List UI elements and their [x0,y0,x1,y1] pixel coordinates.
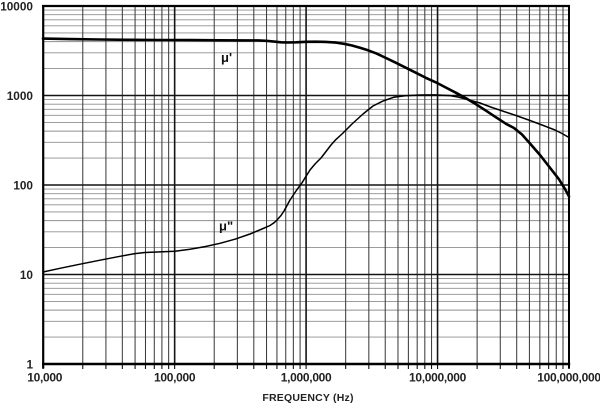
svg-text:10,000: 10,000 [27,371,63,385]
svg-text:100: 100 [13,179,33,193]
svg-text:μ": μ" [219,219,233,234]
svg-text:1,000,000: 1,000,000 [281,371,332,385]
svg-text:10: 10 [20,268,34,282]
svg-text:100,000: 100,000 [154,371,196,385]
svg-text:1000: 1000 [7,89,34,103]
svg-text:μ': μ' [221,50,232,65]
svg-text:FREQUENCY (Hz): FREQUENCY (Hz) [262,392,353,404]
svg-text:1: 1 [26,358,33,372]
svg-text:10000: 10000 [0,0,33,14]
svg-text:100,000,000: 100,000,000 [537,371,600,385]
svg-text:10,000,000: 10,000,000 [409,371,467,385]
